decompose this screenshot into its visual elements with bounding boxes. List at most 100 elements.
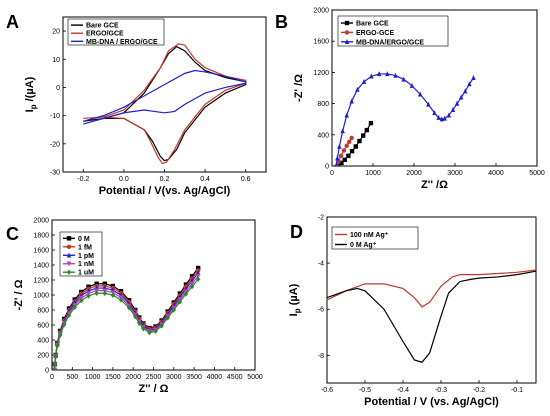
- data-point: [432, 110, 437, 116]
- legend: Bare GCE ERGO-GCE MB-DNA/ERGO/GCE: [337, 15, 449, 47]
- data-point: [426, 101, 431, 107]
- data-point: [393, 72, 398, 78]
- data-point: [57, 332, 63, 338]
- data-point: [467, 81, 472, 87]
- data-point: [195, 276, 201, 282]
- y-tick-label: 1200: [313, 70, 329, 77]
- y-tick-label: 1400: [33, 263, 49, 270]
- data-point: [86, 293, 91, 299]
- data-point: [153, 328, 158, 334]
- legend-entry: Bare GCE: [86, 23, 119, 30]
- legend-entry: 1 pM: [78, 253, 94, 260]
- legend-marker: [66, 269, 72, 275]
- panel-c: C0 500 1000 1500 2000 2500 3000 3500 4000 4500 500…: [6, 218, 263, 396]
- data-point: [454, 100, 460, 106]
- plot-area: [334, 71, 476, 166]
- data-point: [133, 313, 138, 320]
- panel-a: A -0.2 0.0 0.2 0.4 0.6 -30 -20 -10 0 10 20 Potential…: [6, 12, 267, 197]
- legend-entry: 1 nM: [78, 261, 94, 268]
- x-axis-label: Potential / V(vs. Ag/AgCl): [99, 185, 231, 197]
- legend-marker: [66, 261, 72, 267]
- y-axis-label: Ip /(µA): [24, 76, 38, 112]
- panel-label: A: [6, 12, 19, 32]
- y-tick-label: 1200: [33, 278, 49, 285]
- legend-marker: [344, 20, 350, 26]
- x-tick-label: 0.4: [200, 176, 210, 183]
- x-tick-label: 500: [66, 374, 78, 381]
- x-axis-label: Z'' / Ω: [139, 383, 169, 395]
- legend-marker: [344, 38, 350, 44]
- data-point: [360, 133, 366, 138]
- x-axis-label: Z'' /Ω: [421, 179, 448, 191]
- series-line: [83, 45, 247, 162]
- data-point: [66, 312, 72, 318]
- data-point: [102, 290, 107, 296]
- x-tick-label: 2000: [406, 170, 422, 177]
- data-point: [369, 73, 374, 79]
- y-tick-label: 0: [56, 85, 60, 92]
- series-line: [53, 272, 199, 370]
- data-point: [335, 155, 340, 161]
- y-tick-label: 20: [52, 29, 60, 36]
- data-point: [341, 148, 347, 153]
- series-3: [83, 69, 247, 125]
- data-point: [94, 290, 99, 296]
- y-tick-label: 1000: [33, 293, 49, 300]
- x-axis-label: Potential / V (vs. Ag/AgCl): [364, 396, 499, 408]
- series-line: [327, 269, 536, 308]
- x-tick-label: 2000: [125, 374, 141, 381]
- data-point: [195, 273, 201, 279]
- data-point: [334, 163, 338, 166]
- x-tick-label: 4500: [227, 374, 243, 381]
- x-tick-label: 3000: [447, 170, 463, 177]
- legend-box: [337, 15, 449, 47]
- data-point: [471, 75, 476, 81]
- data-point: [61, 321, 67, 328]
- legend-entry: MB-DNA/ERGO/GCE: [356, 39, 424, 46]
- y-tick-label: -8: [318, 353, 324, 360]
- series-line: [53, 275, 199, 370]
- x-tick-label: 4000: [488, 170, 504, 177]
- data-point: [338, 153, 344, 159]
- legend-box: [67, 18, 165, 46]
- series-1: [83, 45, 247, 162]
- data-point: [137, 320, 142, 326]
- panel-label: B: [275, 12, 288, 32]
- x-tick-label: 1000: [85, 374, 101, 381]
- data-point: [463, 88, 468, 94]
- data-point: [344, 143, 349, 148]
- data-point: [376, 71, 382, 77]
- x-tick-label: 1500: [105, 374, 121, 381]
- data-point: [147, 329, 152, 336]
- legend-marker: [66, 244, 72, 250]
- x-tick-label: 3500: [186, 374, 202, 381]
- x-tick-label: 1000: [365, 170, 381, 177]
- series-line: [53, 278, 199, 370]
- y-tick-label: -30: [50, 170, 60, 177]
- y-axis-label: -Z' / Ω: [13, 279, 25, 310]
- legend-entry: 1 fM: [78, 244, 92, 251]
- data-point: [183, 291, 189, 297]
- data-point: [385, 71, 390, 77]
- data-point: [52, 361, 58, 368]
- x-tick-label: 4000: [207, 374, 223, 381]
- data-point: [353, 144, 358, 149]
- x-tick-label: -0.2: [473, 387, 485, 394]
- data-point: [409, 82, 415, 88]
- legend-entry: ERGO-GCE: [356, 30, 394, 37]
- data-point: [357, 138, 362, 144]
- data-point: [55, 343, 60, 349]
- data-point: [53, 353, 58, 360]
- data-point: [349, 148, 355, 154]
- data-point: [349, 98, 354, 104]
- legend-entry: 1 uM: [78, 270, 94, 277]
- data-point: [344, 112, 349, 118]
- data-point: [364, 127, 370, 133]
- plot-area: [52, 265, 201, 370]
- x-tick-label: -0.2: [77, 176, 89, 183]
- legend: 100 nM Ag⁺ 0 M Ag⁺: [331, 226, 419, 250]
- data-point: [79, 297, 84, 304]
- y-tick-label: 10: [52, 57, 60, 64]
